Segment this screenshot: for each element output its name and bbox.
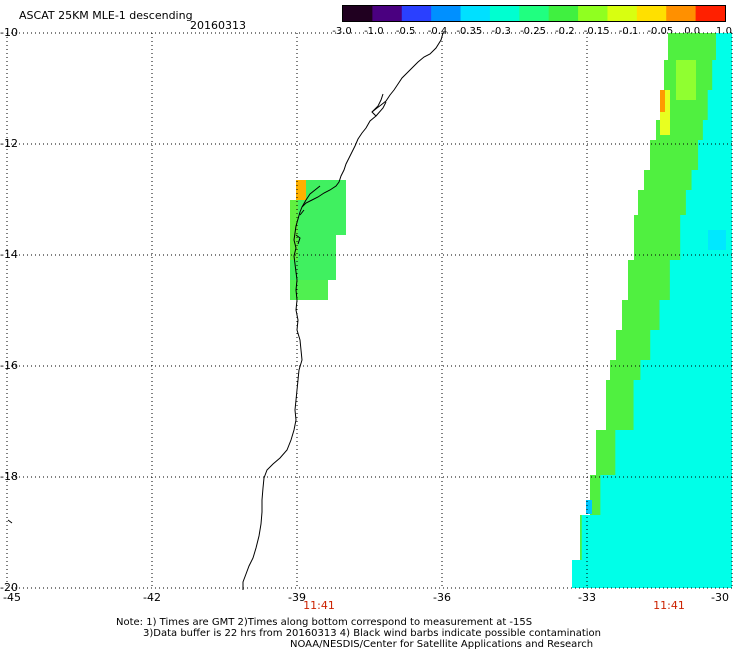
latitude-label: -14 bbox=[0, 248, 18, 261]
time-label-1: 11:41 bbox=[303, 599, 335, 612]
note-line-1: Note: 1) Times are GMT 2)Times along bot… bbox=[116, 617, 533, 628]
swath-cell bbox=[572, 560, 732, 588]
swath-cell bbox=[590, 475, 601, 515]
colorbar-segment bbox=[519, 6, 550, 21]
swath-cell bbox=[638, 190, 686, 215]
grid-lines bbox=[6, 32, 733, 589]
longitude-label: -39 bbox=[288, 591, 306, 604]
coastline bbox=[242, 32, 444, 590]
colorbar-tick-label: -0.15 bbox=[583, 26, 610, 37]
coast-detail bbox=[7, 93, 387, 524]
swath-cell bbox=[634, 215, 681, 260]
swath-cell bbox=[590, 475, 732, 515]
colorbar-segment bbox=[460, 6, 491, 21]
colorbar-tick-label: -0.25 bbox=[520, 26, 546, 37]
swath-cell bbox=[660, 90, 670, 135]
colorbar-tick-label: -0.35 bbox=[456, 26, 483, 37]
latitude-label: -16 bbox=[0, 359, 18, 372]
swath-cell bbox=[290, 200, 298, 260]
colorbar-tick-label: -0.05 bbox=[647, 26, 674, 37]
latitude-label: -10 bbox=[0, 26, 18, 39]
swath-cell bbox=[580, 515, 582, 560]
colorbar-tick-label: -0.5 bbox=[395, 26, 416, 37]
colorbar bbox=[342, 5, 726, 22]
swath-cell bbox=[660, 90, 665, 112]
colorbar-segment bbox=[401, 6, 432, 21]
swath-cell bbox=[606, 380, 634, 430]
colorbar-segment bbox=[372, 6, 403, 21]
colorbar-tick-label: -0.2 bbox=[555, 26, 575, 37]
swath-cell bbox=[644, 170, 692, 190]
colorbar-segment bbox=[431, 6, 462, 21]
swath-cell bbox=[296, 180, 306, 200]
colorbar-tick-label: -0.3 bbox=[491, 26, 511, 37]
swath-cell bbox=[616, 330, 651, 360]
colorbar-tick-label: 0.0 bbox=[684, 26, 701, 37]
swath-cell bbox=[708, 230, 726, 250]
longitude-label: -30 bbox=[711, 591, 729, 604]
map-date: 20160313 bbox=[190, 19, 246, 32]
swath-cell bbox=[610, 360, 641, 380]
colorbar-tick-label: -0.1 bbox=[618, 26, 639, 37]
latitude-label: -12 bbox=[0, 137, 18, 150]
colorbar-tick-label: -1.0 bbox=[364, 26, 384, 37]
swath-cell bbox=[622, 300, 660, 330]
colorbar-segment bbox=[607, 6, 638, 21]
colorbar-segment bbox=[548, 6, 579, 21]
swath-cell bbox=[610, 360, 732, 380]
longitude-label: -33 bbox=[578, 591, 596, 604]
latitude-label: -20 bbox=[0, 581, 18, 594]
latitude-label: -18 bbox=[0, 470, 18, 483]
swath-cell bbox=[586, 500, 592, 514]
swath-cell bbox=[676, 60, 696, 100]
map-title: ASCAT 25KM MLE-1 descending bbox=[19, 9, 193, 22]
swath-cell bbox=[628, 260, 670, 300]
colorbar-tick-label: -0.4 bbox=[427, 26, 448, 37]
swath-cell bbox=[596, 430, 616, 475]
note-line-2: 3)Data buffer is 22 hrs from 20160313 4)… bbox=[143, 628, 601, 639]
colorbar-segment bbox=[695, 6, 725, 21]
longitude-label: -45 bbox=[3, 591, 21, 604]
swath-cell bbox=[580, 515, 732, 560]
swath-cell bbox=[290, 280, 328, 300]
colorbar-tick-label: 1.0 bbox=[716, 26, 732, 37]
swath-cell bbox=[668, 33, 716, 60]
colorbar-segment bbox=[666, 6, 697, 21]
colorbar-segment bbox=[636, 6, 667, 21]
colorbar-segment bbox=[343, 6, 373, 21]
longitude-label: -36 bbox=[433, 591, 451, 604]
swath-cell bbox=[596, 430, 732, 475]
note-line-3: NOAA/NESDIS/Center for Satellite Applica… bbox=[290, 639, 594, 650]
longitude-label: -42 bbox=[143, 591, 161, 604]
colorbar-tick-label: -3.0 bbox=[332, 26, 352, 37]
data-swath bbox=[290, 33, 732, 588]
swath-cell bbox=[650, 140, 699, 170]
colorbar-segment bbox=[578, 6, 608, 21]
colorbar-segment bbox=[489, 6, 520, 21]
time-label-2: 11:41 bbox=[653, 599, 685, 612]
